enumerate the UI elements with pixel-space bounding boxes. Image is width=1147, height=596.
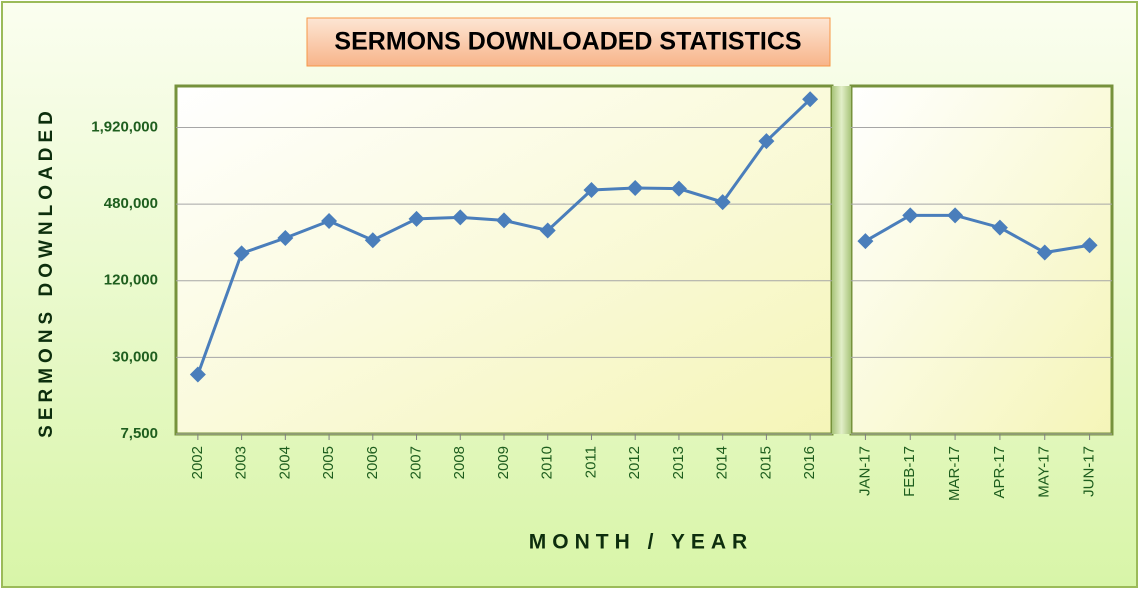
x-axis-title: MONTH / YEAR: [529, 531, 753, 554]
data-point: [627, 179, 644, 196]
y-tick-label: 7,500: [120, 425, 158, 442]
data-point: [857, 233, 874, 250]
x-tick-label: FEB-17: [901, 446, 918, 497]
data-point: [233, 245, 250, 262]
panel-gap: [832, 86, 851, 434]
x-tick-label: JUN-17: [1081, 446, 1098, 497]
data-point: [670, 180, 687, 197]
data-point: [364, 232, 381, 249]
data-point: [991, 219, 1008, 236]
data-point: [408, 210, 425, 227]
x-tick-label: 2006: [364, 446, 381, 479]
data-point: [758, 133, 775, 150]
x-tick-label: 2007: [408, 446, 425, 479]
plot-area: [174, 84, 834, 436]
x-tick-label: 2010: [539, 446, 556, 479]
title-box: [306, 17, 831, 67]
data-point: [539, 222, 556, 239]
data-point: [452, 209, 469, 226]
grid: [176, 127, 1112, 435]
x-tick-label: 2003: [233, 446, 250, 479]
x-tick-label: MAR-17: [946, 446, 963, 501]
x-tick-label: 2012: [626, 446, 643, 479]
data-point: [947, 207, 964, 224]
data-point: [277, 230, 294, 247]
y-axis-title: SERMONS DOWNLOADED: [36, 106, 57, 438]
data-point: [1036, 244, 1053, 261]
x-tick-label: 2011: [582, 446, 599, 478]
y-tick-label: 1,920,000: [91, 118, 158, 135]
x-tick-label: 2013: [670, 446, 687, 479]
data-point: [802, 91, 819, 108]
data-point: [714, 194, 731, 211]
data-point: [1081, 237, 1098, 254]
data-point: [496, 212, 512, 229]
y-tick-label: 30,000: [112, 348, 158, 365]
x-tick-label: 2014: [714, 446, 731, 479]
x-tick-label: 2005: [320, 446, 337, 479]
x-tick-label: JAN-17: [856, 446, 873, 496]
data-point: [321, 212, 338, 229]
series-line: [864, 213, 1090, 255]
chart-title: SERMONS DOWNLOADED STATISTICS: [334, 28, 801, 56]
x-tick-label: APR-17: [991, 446, 1008, 499]
x-tick-label: MAY-17: [1036, 446, 1053, 498]
series: [189, 91, 1098, 383]
x-tick-label: 2016: [801, 446, 818, 479]
y-tick-label: 120,000: [104, 272, 158, 289]
data-point: [583, 181, 600, 198]
y-tick-label: 480,000: [104, 195, 158, 212]
x-tick-label: 2009: [495, 446, 512, 479]
plot-area: [849, 84, 1114, 436]
x-tick-label: 2015: [757, 446, 774, 479]
data-point: [189, 366, 206, 383]
x-tick-label: 2002: [189, 446, 206, 479]
data-point: [902, 207, 919, 224]
x-tick-label: 2008: [451, 446, 468, 479]
x-tick-label: 2004: [276, 446, 293, 479]
